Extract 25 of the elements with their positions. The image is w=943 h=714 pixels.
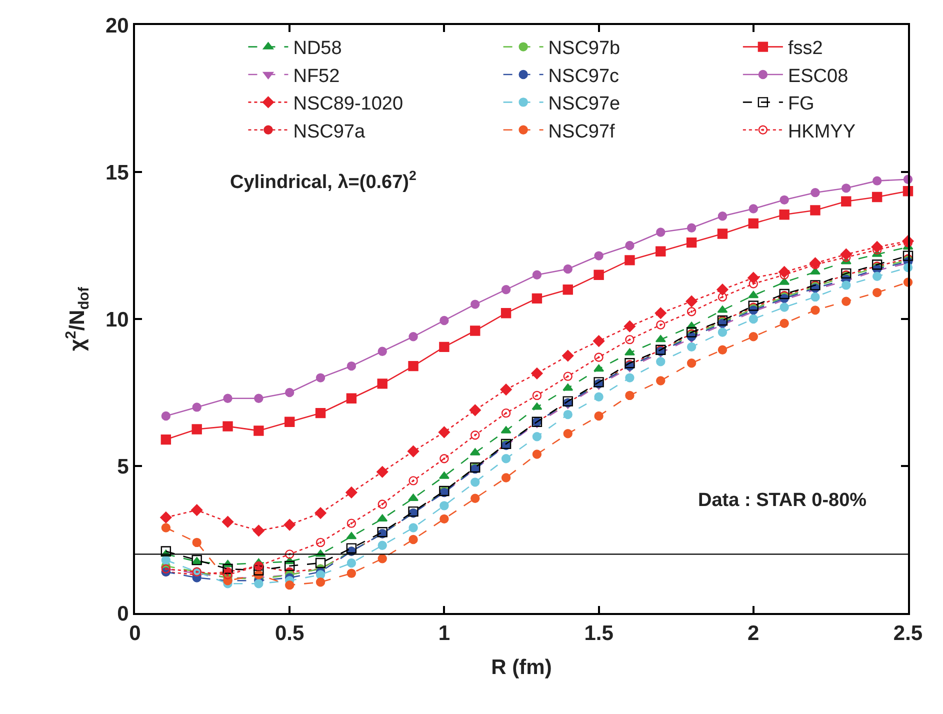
x-tick-label: 1 [438, 622, 450, 646]
x-axis-title: R (fm) [491, 656, 552, 679]
y-tick-label: 20 [105, 14, 129, 38]
y-tick-label: 5 [117, 455, 130, 478]
y-tick-label: 15 [105, 161, 130, 184]
x-tick-label: 2 [748, 622, 760, 646]
legend-label: ESC08 [788, 66, 848, 87]
x-tick-label: 1.5 [584, 622, 614, 646]
y-tick-label: 10 [105, 308, 129, 332]
annotation: Cylindrical, λ=(0.67)$^{2}$ [230, 168, 416, 193]
x-tick-label: 0.5 [275, 622, 305, 646]
legend-label: NSC97c [548, 66, 620, 87]
legend-label: NSC97f [548, 121, 616, 142]
legend-label: NSC97b [548, 38, 620, 60]
x-tick-label: 2.5 [893, 622, 923, 646]
legend-label: NSC97a [293, 121, 366, 142]
y-tick-label: 0 [117, 602, 129, 626]
legend-label: FG [788, 94, 814, 115]
legend-label: NSC97e [548, 94, 620, 115]
legend-label: HKMYY [788, 121, 856, 142]
annotation: Data : STAR 0-80% [698, 490, 867, 511]
legend-label: NF52 [293, 66, 340, 87]
legend-label: NSC89-1020 [293, 94, 404, 115]
legend-label: ND58 [293, 38, 342, 60]
legend-label: fss2 [788, 38, 823, 60]
